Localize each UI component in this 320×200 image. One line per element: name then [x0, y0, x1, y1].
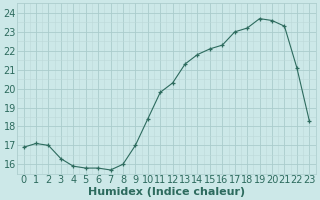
X-axis label: Humidex (Indice chaleur): Humidex (Indice chaleur)	[88, 187, 245, 197]
